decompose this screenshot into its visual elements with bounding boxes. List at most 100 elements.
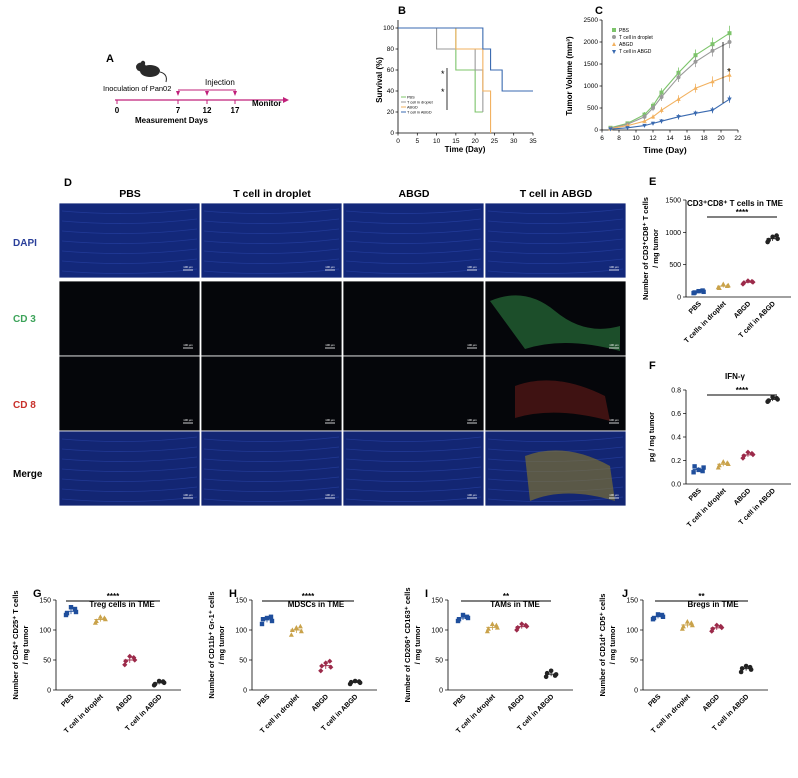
data-point (131, 655, 137, 661)
data-point (268, 614, 274, 619)
column-headers: PBS T cell in droplet ABGD T cell in ABG… (119, 188, 592, 200)
data-point (152, 681, 158, 687)
data-point (710, 108, 715, 113)
tissue-texture (487, 218, 624, 224)
x-tick-label: 18 (700, 135, 708, 142)
data-point (460, 612, 466, 618)
data-point (766, 237, 771, 243)
y-axis-title: / mg tumor (413, 626, 422, 665)
x-tick-label: 10 (632, 135, 640, 142)
data-point (676, 115, 681, 120)
y-axis-title: / mg tumor (651, 229, 660, 268)
y-tick-label: 100 (39, 628, 51, 635)
data-point (676, 96, 681, 101)
x-tick-label: ABGD (311, 693, 331, 713)
y-tick-label: 500 (669, 262, 681, 269)
survival-chart: B Survival (%) Time (Day) 0 5 10 15 20 25 30 35… (375, 5, 537, 154)
significance-stars: ** (503, 592, 510, 601)
tissue-texture (345, 466, 482, 472)
data-point (659, 95, 664, 99)
data-point (741, 453, 747, 459)
x-tick-label: 25 (491, 138, 499, 145)
data-point (650, 114, 656, 119)
tissue-texture (203, 228, 340, 234)
y-axis-title: Number of CD1d⁺ CD5⁺ cells (598, 594, 607, 697)
data-point (696, 467, 701, 473)
row-header-dapi: DAPI (13, 238, 37, 249)
data-point (655, 612, 661, 617)
image-merge (342, 430, 485, 507)
image-dapi (200, 202, 343, 279)
data-point (745, 278, 751, 284)
cd8-signal (515, 380, 610, 421)
data-point (718, 623, 724, 629)
panel-label-j: J (622, 588, 628, 600)
x-tick-label: ABGD (115, 693, 135, 713)
column-header: T cell in droplet (233, 188, 311, 200)
data-point (318, 668, 324, 674)
dot-panel-labels: E F G H I J (33, 176, 656, 600)
tissue-texture (345, 268, 482, 274)
data-point (642, 123, 647, 128)
image-cd8 (342, 355, 485, 432)
scale-bar-label: 100 μm (467, 493, 477, 497)
day-label: 0 (115, 106, 120, 115)
tissue-texture (61, 456, 198, 462)
panelI-chart: 0 50 100 150 TAMs in TME** Number of CD206⁺ C… (403, 587, 573, 735)
data-point (260, 617, 266, 622)
legend-label: T cell in ABGD (407, 111, 432, 115)
data-point (659, 612, 665, 618)
x-tick-label: 16 (683, 135, 691, 142)
tissue-texture (61, 238, 198, 244)
x-tick-label: 8 (617, 135, 621, 142)
y-tick-label: 0 (634, 688, 638, 695)
tissue-texture (487, 258, 624, 264)
panelF-chart: 0.0 0.2 0.4 0.6 0.8 IFN-γ **** pg / mg tumor PBS… (647, 372, 791, 529)
data-point (774, 395, 779, 401)
tissue-texture (345, 456, 482, 462)
row-headers: DAPI CD 3 CD 8 Merge (13, 238, 43, 480)
data-point (288, 632, 294, 637)
data-point (720, 459, 726, 464)
y-tick-label: 0 (243, 688, 247, 695)
day-label: 12 (203, 106, 212, 115)
data-point (456, 617, 462, 622)
data-point (64, 611, 70, 616)
x-tick-label: ABGD (733, 300, 753, 320)
y-tick-label: 0.0 (671, 482, 681, 489)
significance-star: * (727, 67, 731, 78)
merge-signal (525, 450, 615, 501)
timeline-days: 0 7 12 17 (115, 106, 240, 115)
column-header: ABGD (399, 188, 430, 200)
data-point (692, 464, 697, 469)
data-point (608, 127, 613, 132)
x-tick-label: PBS (688, 300, 703, 315)
y-axis-title: Number of CD4⁺ CD25⁺ T cells (11, 590, 20, 699)
injection-label: Injection (205, 78, 235, 87)
data-point (293, 625, 299, 630)
scale-bar-label: 100 μm (609, 493, 619, 497)
chart-title: Bregs in TME (687, 600, 739, 609)
data-point (676, 75, 681, 80)
data-point (544, 670, 550, 676)
data-point (727, 40, 732, 44)
scale-bar-label: 100 μm (325, 493, 335, 497)
image-cd8 (200, 355, 343, 432)
tissue-texture (61, 268, 198, 274)
data-point (701, 465, 706, 470)
y-tick-label: 1500 (584, 61, 599, 68)
data-point (693, 85, 698, 90)
data-point (122, 662, 128, 668)
scale-bar-label: 100 μm (183, 265, 193, 269)
tissue-texture (203, 446, 340, 452)
tumor-volume-chart: C Tumor Volume (mm³) Time (Day) 6 8 10 12 14… (565, 5, 742, 155)
tissue-texture (203, 208, 340, 214)
data-point (289, 627, 295, 632)
scale-bar-label: 100 μm (325, 418, 335, 422)
data-point (464, 614, 470, 619)
data-point (743, 663, 749, 669)
panel-label-c: C (595, 5, 603, 17)
chart-title: CD3⁺CD8⁺ T cells in TME (687, 199, 784, 208)
data-point (741, 280, 747, 286)
